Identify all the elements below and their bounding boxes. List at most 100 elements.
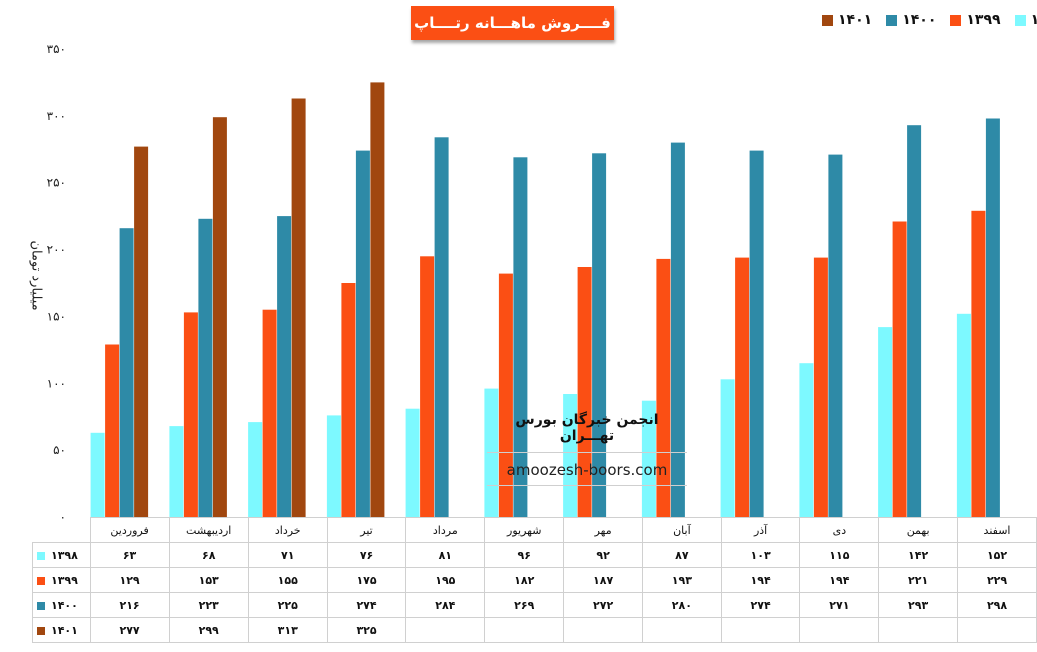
- bar: [720, 379, 735, 517]
- data-label: ۱۸۲: [484, 567, 565, 593]
- legend-item: ۱۴۰۰: [886, 12, 936, 28]
- data-label: [405, 617, 486, 643]
- legend-item: ۱۳۹۹: [950, 12, 1001, 28]
- data-table: فروردین اردیبهشت خرداد تیر مرداد شهریور مهر آبا…: [32, 517, 1037, 643]
- series-swatch: [37, 626, 45, 635]
- watermark-url: amoozesh-boors.com: [487, 453, 687, 486]
- legend-label: ۱۴۰۰: [902, 12, 937, 28]
- bar: [248, 422, 263, 517]
- data-label: [878, 617, 959, 643]
- data-label: ۱۹۵: [405, 567, 486, 593]
- data-label: ۲۸۴: [405, 592, 486, 618]
- data-label: ۱۸۷: [563, 567, 643, 593]
- data-label: ۱۰۳: [720, 542, 801, 568]
- bar: [813, 257, 828, 517]
- watermark: انجمن خبرگان بورس تهـــران amoozesh-boor…: [487, 412, 687, 486]
- series-row-header: ۱۴۰۰: [32, 592, 91, 618]
- legend-swatch: [950, 14, 962, 26]
- data-label: ۱۷۵: [326, 567, 407, 593]
- bar: [277, 216, 292, 517]
- y-tick-label: ۰: [60, 510, 66, 520]
- bar: [592, 153, 607, 518]
- category-label: فروردین: [89, 517, 170, 543]
- data-label: ۱۵۳: [168, 567, 249, 593]
- watermark-text: انجمن خبرگان بورس تهـــران: [487, 412, 687, 453]
- bar: [577, 267, 592, 517]
- legend: ۱۳۹۸ ۱۳۹۹ ۱۴۰۰ ۱۴۰۱: [822, 12, 1037, 28]
- data-label: ۲۷۷: [89, 617, 170, 643]
- data-label: ۸۷: [641, 542, 722, 568]
- bar: [971, 210, 986, 518]
- bar: [134, 146, 149, 517]
- data-label: ۹۲: [563, 542, 643, 568]
- data-label: ۱۴۲: [878, 542, 959, 568]
- bar: [262, 309, 277, 517]
- series-name: ۱۳۹۸: [51, 548, 78, 562]
- category-label: دی: [799, 517, 880, 543]
- data-label: ۷۶: [326, 542, 407, 568]
- legend-swatch: [822, 14, 833, 26]
- data-label: [799, 617, 880, 643]
- bar: [434, 137, 449, 518]
- data-label: ۲۸۰: [641, 592, 722, 618]
- y-tick-label: ۵۰: [53, 443, 66, 457]
- series-row-header: ۱۳۹۹: [32, 567, 91, 593]
- y-tick-label: ۱۵۰: [47, 309, 66, 323]
- y-tick-label: ۱۰۰: [47, 376, 66, 390]
- y-tick-label: ۳۰۰: [47, 109, 66, 123]
- series-row-header: ۱۴۰۱: [32, 617, 91, 643]
- category-label: شهریور: [484, 517, 565, 543]
- bar: [956, 313, 971, 517]
- bar: [799, 363, 814, 517]
- data-label: ۲۱۶: [89, 592, 170, 618]
- data-label: [563, 617, 643, 643]
- legend-item: ۱۴۰۱: [822, 12, 872, 28]
- series-name: ۱۴۰۱: [51, 623, 78, 637]
- data-label: ۲۹۳: [878, 592, 959, 618]
- category-label: تیر: [326, 517, 407, 543]
- bar: [641, 400, 656, 517]
- bar: [119, 228, 134, 517]
- series-swatch: [37, 576, 45, 585]
- series-name: ۱۳۹۹: [51, 573, 78, 587]
- bar: [892, 221, 907, 517]
- category-label: خرداد: [247, 517, 328, 543]
- bar: [355, 150, 370, 517]
- bar: [513, 157, 528, 518]
- series-row-header: ۱۳۹۸: [32, 542, 91, 568]
- data-label: ۱۵۵: [247, 567, 328, 593]
- series-swatch: [37, 601, 45, 610]
- data-label: ۲۷۴: [326, 592, 407, 618]
- bar: [183, 312, 198, 517]
- data-label: ۲۷۲: [563, 592, 643, 618]
- bar: [735, 257, 750, 517]
- category-label: اسفند: [957, 517, 1037, 543]
- series-swatch: [37, 551, 45, 560]
- data-label: [484, 617, 565, 643]
- data-label: ۲۷۴: [720, 592, 801, 618]
- data-label: ۳۲۵: [326, 617, 407, 643]
- table-row: ۱۳۹۸ ۶۳ ۶۸ ۷۱ ۷۶ ۸۱ ۹۶ ۹۲ ۸۷ ۱۰۳ ۱۱۵ ۱۴۲ ۱۵۲: [32, 542, 1037, 568]
- y-tick-label: ۳۵۰: [47, 42, 66, 56]
- bar: [670, 142, 685, 517]
- bar: [105, 344, 120, 517]
- data-label: ۲۶۹: [484, 592, 565, 618]
- legend-label: ۱۴۰۱: [838, 12, 873, 28]
- legend-item: ۱۳۹۸: [1014, 12, 1037, 28]
- bar: [212, 117, 227, 517]
- data-label: ۲۲۹: [957, 567, 1037, 593]
- bar: [198, 218, 213, 518]
- category-label: بهمن: [878, 517, 959, 543]
- table-header-row: فروردین اردیبهشت خرداد تیر مرداد شهریور مهر آبا…: [33, 517, 1037, 543]
- bar: [405, 408, 420, 517]
- data-label: ۶۳: [89, 542, 170, 568]
- data-label: ۱۱۵: [799, 542, 880, 568]
- bar-chart: ۰ ۵۰ ۱۰۰ ۱۵۰ ۲۰۰ ۲۵۰ ۳۰۰ ۳۵۰: [47, 42, 1000, 520]
- legend-swatch: [886, 14, 898, 26]
- y-tick-label: ۲۰۰: [47, 243, 66, 257]
- bar: [420, 256, 435, 517]
- category-label: مهر: [563, 517, 643, 543]
- table-row: ۱۴۰۱ ۲۷۷ ۲۹۹ ۳۱۳ ۳۲۵: [32, 617, 1037, 643]
- data-label: [957, 617, 1037, 643]
- data-label: ۲۹۹: [168, 617, 249, 643]
